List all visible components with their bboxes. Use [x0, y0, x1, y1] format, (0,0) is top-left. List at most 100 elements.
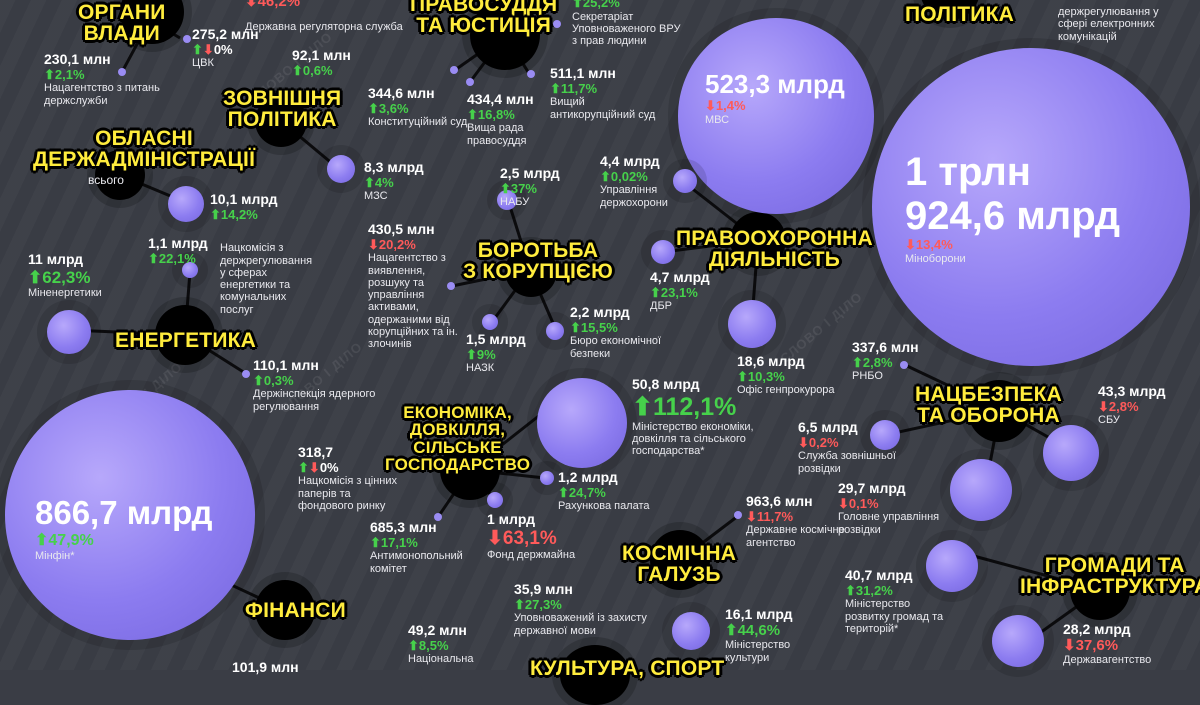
- bubble-mineconomiky: [537, 378, 627, 468]
- item-mvs: 523,3 млрд ⬇1,4% МВС: [705, 69, 845, 126]
- category-energetyka: ЕНЕРГЕТИКА: [115, 329, 257, 352]
- item-unknown92: 92,1 млн ⬆0,6%: [292, 47, 351, 78]
- bubble-derzhahentstvo: [992, 615, 1044, 667]
- hub-koruptsiia: [505, 245, 557, 297]
- item-dinz: 110,1 млн ⬆0,3% Держінспекція ядерного р…: [253, 357, 376, 413]
- category-oblasni: ОБЛАСНІ ДЕРЖАДМІНІСТРАЦІЇ: [33, 127, 256, 172]
- dot-vaks: [527, 70, 535, 78]
- bubble-szr: [870, 420, 900, 450]
- item-derzhreg: ⬇46,2% Державна регуляторна служба: [245, 0, 403, 33]
- oblasni-total-label: всього: [88, 173, 124, 187]
- bubble-minfin: [5, 390, 255, 640]
- item-konstsud: 344,6 млн ⬆3,6% Конституційний суд: [368, 85, 468, 129]
- bubble-minenergo: [47, 310, 91, 354]
- bubble-derzhokhorona: [673, 169, 697, 193]
- item-movnyi: 35,9 млн ⬆27,3% Уповноважений із захисту…: [514, 581, 647, 637]
- item-bottom-cut: 101,9 млн: [232, 659, 299, 675]
- bubble-hur: [926, 540, 978, 592]
- item-elektr: держрегулювання у сфері електронних кому…: [1058, 6, 1159, 43]
- dot-nkcpfr: [406, 460, 414, 468]
- item-rnbo: 337,6 млн ⬆2,8% РНБО: [852, 339, 919, 383]
- dot-rnbo: [900, 361, 908, 369]
- bubble-nabu: [497, 190, 517, 210]
- item-fdm: 1 млрд ⬇63,1% Фонд держмайна: [487, 511, 576, 561]
- bubble-mvs: [678, 18, 874, 214]
- item-natsionalna: 49,2 млн ⬆8,5% Національна: [408, 622, 474, 666]
- dot-cvk: [183, 35, 191, 43]
- item-nkcpfr: 318,7 ⬆⬇0% Нацкомісія з цінних паперів т…: [298, 444, 398, 512]
- item-minoborony: 1 трлн 924,6 млрд ⬇13,4% Міноборони: [905, 150, 1121, 265]
- item-szr: 6,5 млрд ⬇0,2% Служба зовнішньої розвідк…: [798, 419, 896, 475]
- bubble-beb: [546, 322, 564, 340]
- item-minrozvytku: 40,7 млрд ⬆31,2% Міністерство розвитку г…: [845, 567, 944, 635]
- category-pravosuddia: ПРАВОСУДДЯ ТА ЮСТИЦІЯ: [410, 0, 558, 38]
- hub-oblasni: [95, 150, 145, 200]
- item-derzhahentstvo: 28,2 млрд ⬇37,6% Державагентство: [1063, 621, 1152, 667]
- category-kosmichna: КОСМІЧНА ГАЛУЗЬ: [622, 542, 737, 587]
- item-natsderzhsluzhba: 230,1 млн ⬆2,1% Нацагентство з питань де…: [44, 51, 160, 107]
- item-sbu: 43,3 млрд ⬇2,8% СБУ: [1098, 383, 1166, 427]
- item-vaks: 511,1 млн ⬆11,7% Вищий антикорупційний с…: [550, 65, 656, 121]
- hub-zovnishnia-polityka: [255, 95, 307, 147]
- hub-polityka-top: [920, 0, 980, 20]
- item-mzs: 8,3 млрд ⬆4% МЗС: [364, 159, 424, 203]
- bubble-minkult: [672, 612, 710, 650]
- item-beb: 2,2 млрд ⬆15,5% Бюро економічної безпеки: [570, 304, 662, 360]
- item-nabu: 2,5 млрд ⬆37% НАБУ: [500, 165, 560, 209]
- dot-dka: [734, 511, 742, 519]
- item-derzhokhorona: 4,4 млрд ⬆0,02% Управління держохорони: [600, 153, 668, 209]
- hub-finansy: [255, 580, 315, 640]
- dot-konstsud: [450, 66, 458, 74]
- hub-ekonomika: [440, 440, 500, 500]
- bubble-mzs: [327, 155, 355, 183]
- item-cvk: 275,2 млн ⬆⬇0% ЦВК: [192, 26, 259, 70]
- category-ekonomika: ЕКОНОМІКА, ДОВКІЛЛЯ, СІЛЬСЬКЕ ГОСПОДАРСТВО: [385, 403, 531, 474]
- bubble-genprok: [728, 300, 776, 348]
- item-amku: 685,3 млн ⬆17,1% Антимонопольний комітет: [370, 519, 463, 575]
- bubble-dbr: [651, 240, 675, 264]
- item-dbr: 4,7 млрд ⬆23,1% ДБР: [650, 269, 710, 313]
- bubble-sbu: [1043, 425, 1099, 481]
- category-zovnishnia-polityka: ЗОВНІШНЯ ПОЛІТИКА: [223, 87, 342, 132]
- bubble-nazk: [482, 314, 498, 330]
- item-dka: 963,6 млн ⬇11,7% Державне космічне агент…: [746, 493, 845, 549]
- bubble-oda: [168, 186, 204, 222]
- item-nkrekp: 1,1 млрд ⬆22,1% Нацкомісія з держрегулюв…: [148, 235, 313, 316]
- category-kultura: КУЛЬТУРА, СПОРТ: [530, 657, 725, 680]
- hub-natsbezpeka: [968, 380, 1030, 442]
- category-organy-vlady: ОРГАНИ ВЛАДИ: [78, 1, 166, 46]
- category-hromady: ГРОМАДИ ТА ІНФРАСТРУКТУРА: [1020, 554, 1200, 599]
- hub-energetyka: [155, 305, 215, 365]
- item-hur: 29,7 млрд ⬇0,1% Головне управління розві…: [838, 480, 940, 536]
- item-minenergo: 11 млрд ⬆62,3% Міненергетики: [28, 251, 102, 299]
- dot-sekretariat: [553, 20, 561, 28]
- item-nazk: 1,5 млрд ⬆9% НАЗК: [466, 331, 526, 375]
- dot-vrp: [466, 78, 474, 86]
- item-genprok: 18,6 млрд ⬆10,3% Офіс генпрокурора: [737, 353, 835, 397]
- category-pravookhoronna: ПРАВООХОРОННА ДІЯЛЬНІСТЬ: [676, 227, 873, 272]
- item-vrp: 434,4 млн ⬆16,8% Вища рада правосуддя: [467, 91, 534, 147]
- hub-pravookhoronna: [730, 212, 786, 268]
- dot-arma: [447, 282, 455, 290]
- category-natsbezpeka: НАЦБЕЗПЕКА ТА ОБОРОНА: [915, 383, 1063, 428]
- item-minkult: 16,1 млрд ⬆44,6% Міністерство культури: [725, 606, 793, 664]
- bubble-minrozvytku: [950, 459, 1012, 521]
- item-rakhunkova: 1,2 млрд ⬆24,7% Рахункова палата: [558, 469, 650, 513]
- hub-hromady: [1070, 560, 1130, 620]
- dot-natsderzhsluzhba: [118, 68, 126, 76]
- hub-kosmichna: [650, 530, 710, 590]
- bubble-rakhunkova: [540, 471, 554, 485]
- category-finansy: ФІНАНСИ: [245, 599, 346, 622]
- category-polityka-top: ПОЛІТИКА: [905, 3, 1014, 26]
- bubble-fdm: [487, 492, 503, 508]
- bubble-minoborony: [872, 48, 1190, 366]
- category-koruptsiia: БОРОТЬБА З КОРУПЦІЄЮ: [463, 239, 613, 284]
- item-arma: 430,5 млн ⬇20,2% Нацагентство з виявленн…: [368, 221, 458, 351]
- item-mineconomiky: 50,8 млрд ⬆112,1% Міністерство економіки…: [632, 376, 754, 458]
- item-sekretariat: ⬆25,2% Секретаріат Уповноваженого ВРУ з …: [572, 0, 681, 48]
- hub-pravosuddia: [470, 0, 540, 70]
- item-oda: 10,1 млрд ⬆14,2%: [210, 191, 278, 222]
- item-minfin: 866,7 млрд ⬆47,9% Мінфін*: [35, 494, 213, 562]
- bubble-nkrekp: [182, 262, 198, 278]
- dot-dinz: [242, 370, 250, 378]
